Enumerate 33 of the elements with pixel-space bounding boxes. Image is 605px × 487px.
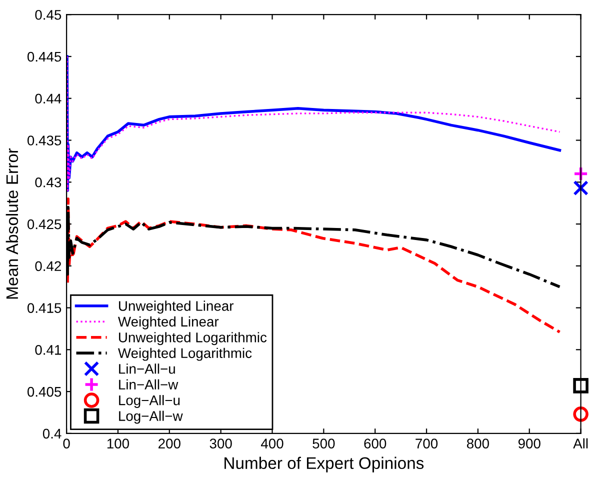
legend-label: Lin−All−w bbox=[119, 379, 178, 390]
x-tick-label: All bbox=[573, 438, 588, 448]
y-tick-label: 0.445 bbox=[27, 52, 62, 62]
y-tick-label: 0.44 bbox=[35, 94, 62, 104]
legend-label: Log−All−w bbox=[119, 410, 183, 424]
x-tick-label: 800 bbox=[466, 438, 489, 448]
legend-label: Weighted Logarithmic bbox=[118, 348, 252, 361]
y-tick-label: 0.435 bbox=[27, 136, 62, 146]
y-tick-label: 0.42 bbox=[35, 261, 61, 272]
legend-label: Unweighted Linear bbox=[119, 300, 234, 314]
x-tick-label: 300 bbox=[210, 438, 232, 448]
y-tick-label: 0.415 bbox=[27, 303, 62, 313]
y-tick-label: 0.41 bbox=[35, 345, 62, 355]
legend-label: Log−All−u bbox=[119, 395, 180, 408]
x-tick-label: 600 bbox=[364, 438, 386, 448]
x-tick-label: 400 bbox=[260, 438, 284, 448]
x-tick-label: 200 bbox=[158, 438, 180, 448]
y-axis-title: Mean Absolute Error bbox=[6, 148, 18, 299]
x-tick-label: 0 bbox=[63, 438, 70, 448]
y-tick-label: 0.4 bbox=[42, 428, 62, 439]
legend-label: Unweighted Logarithmic bbox=[119, 332, 267, 346]
line-series bbox=[66, 198, 562, 334]
x-tick-label: 100 bbox=[107, 438, 130, 448]
x-tick-label: 700 bbox=[416, 438, 438, 448]
legend-label: Weighted Linear bbox=[118, 316, 219, 330]
y-tick-label: 0.45 bbox=[35, 10, 62, 20]
legend-label: Lin−All−u bbox=[119, 364, 175, 374]
y-tick-label: 0.425 bbox=[27, 219, 62, 230]
y-tick-label: 0.405 bbox=[27, 386, 62, 397]
x-axis-title: Number of Expert Opinions bbox=[224, 456, 424, 472]
x-tick-label: 500 bbox=[312, 438, 335, 448]
y-tick-label: 0.43 bbox=[35, 177, 62, 188]
x-tick-label: 900 bbox=[518, 438, 540, 448]
